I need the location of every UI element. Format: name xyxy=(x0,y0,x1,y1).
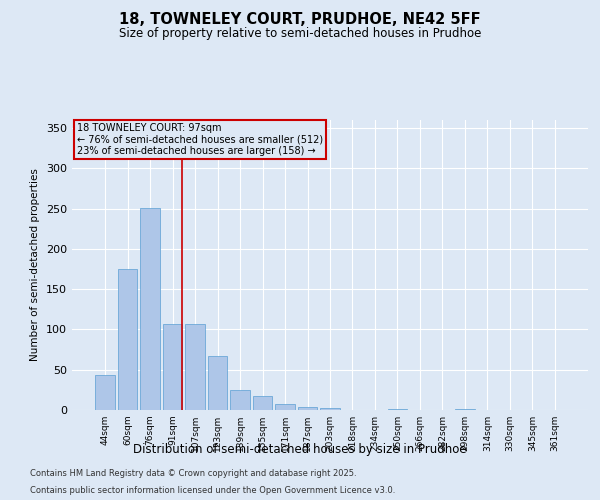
Bar xyxy=(388,409,407,410)
Text: Contains public sector information licensed under the Open Government Licence v3: Contains public sector information licen… xyxy=(30,486,395,495)
Bar xyxy=(275,404,295,410)
Bar xyxy=(140,208,160,410)
Bar xyxy=(185,324,205,410)
Text: Distribution of semi-detached houses by size in Prudhoe: Distribution of semi-detached houses by … xyxy=(133,442,467,456)
Bar xyxy=(163,324,182,410)
Text: Contains HM Land Registry data © Crown copyright and database right 2025.: Contains HM Land Registry data © Crown c… xyxy=(30,468,356,477)
Text: Size of property relative to semi-detached houses in Prudhoe: Size of property relative to semi-detach… xyxy=(119,28,481,40)
Bar xyxy=(230,390,250,410)
Bar xyxy=(320,408,340,410)
Bar xyxy=(118,269,137,410)
Y-axis label: Number of semi-detached properties: Number of semi-detached properties xyxy=(31,168,40,362)
Text: 18, TOWNELEY COURT, PRUDHOE, NE42 5FF: 18, TOWNELEY COURT, PRUDHOE, NE42 5FF xyxy=(119,12,481,28)
Bar xyxy=(253,396,272,410)
Text: 18 TOWNELEY COURT: 97sqm
← 76% of semi-detached houses are smaller (512)
23% of : 18 TOWNELEY COURT: 97sqm ← 76% of semi-d… xyxy=(77,123,323,156)
Bar xyxy=(208,356,227,410)
Bar xyxy=(455,409,475,410)
Bar xyxy=(95,374,115,410)
Bar xyxy=(298,407,317,410)
